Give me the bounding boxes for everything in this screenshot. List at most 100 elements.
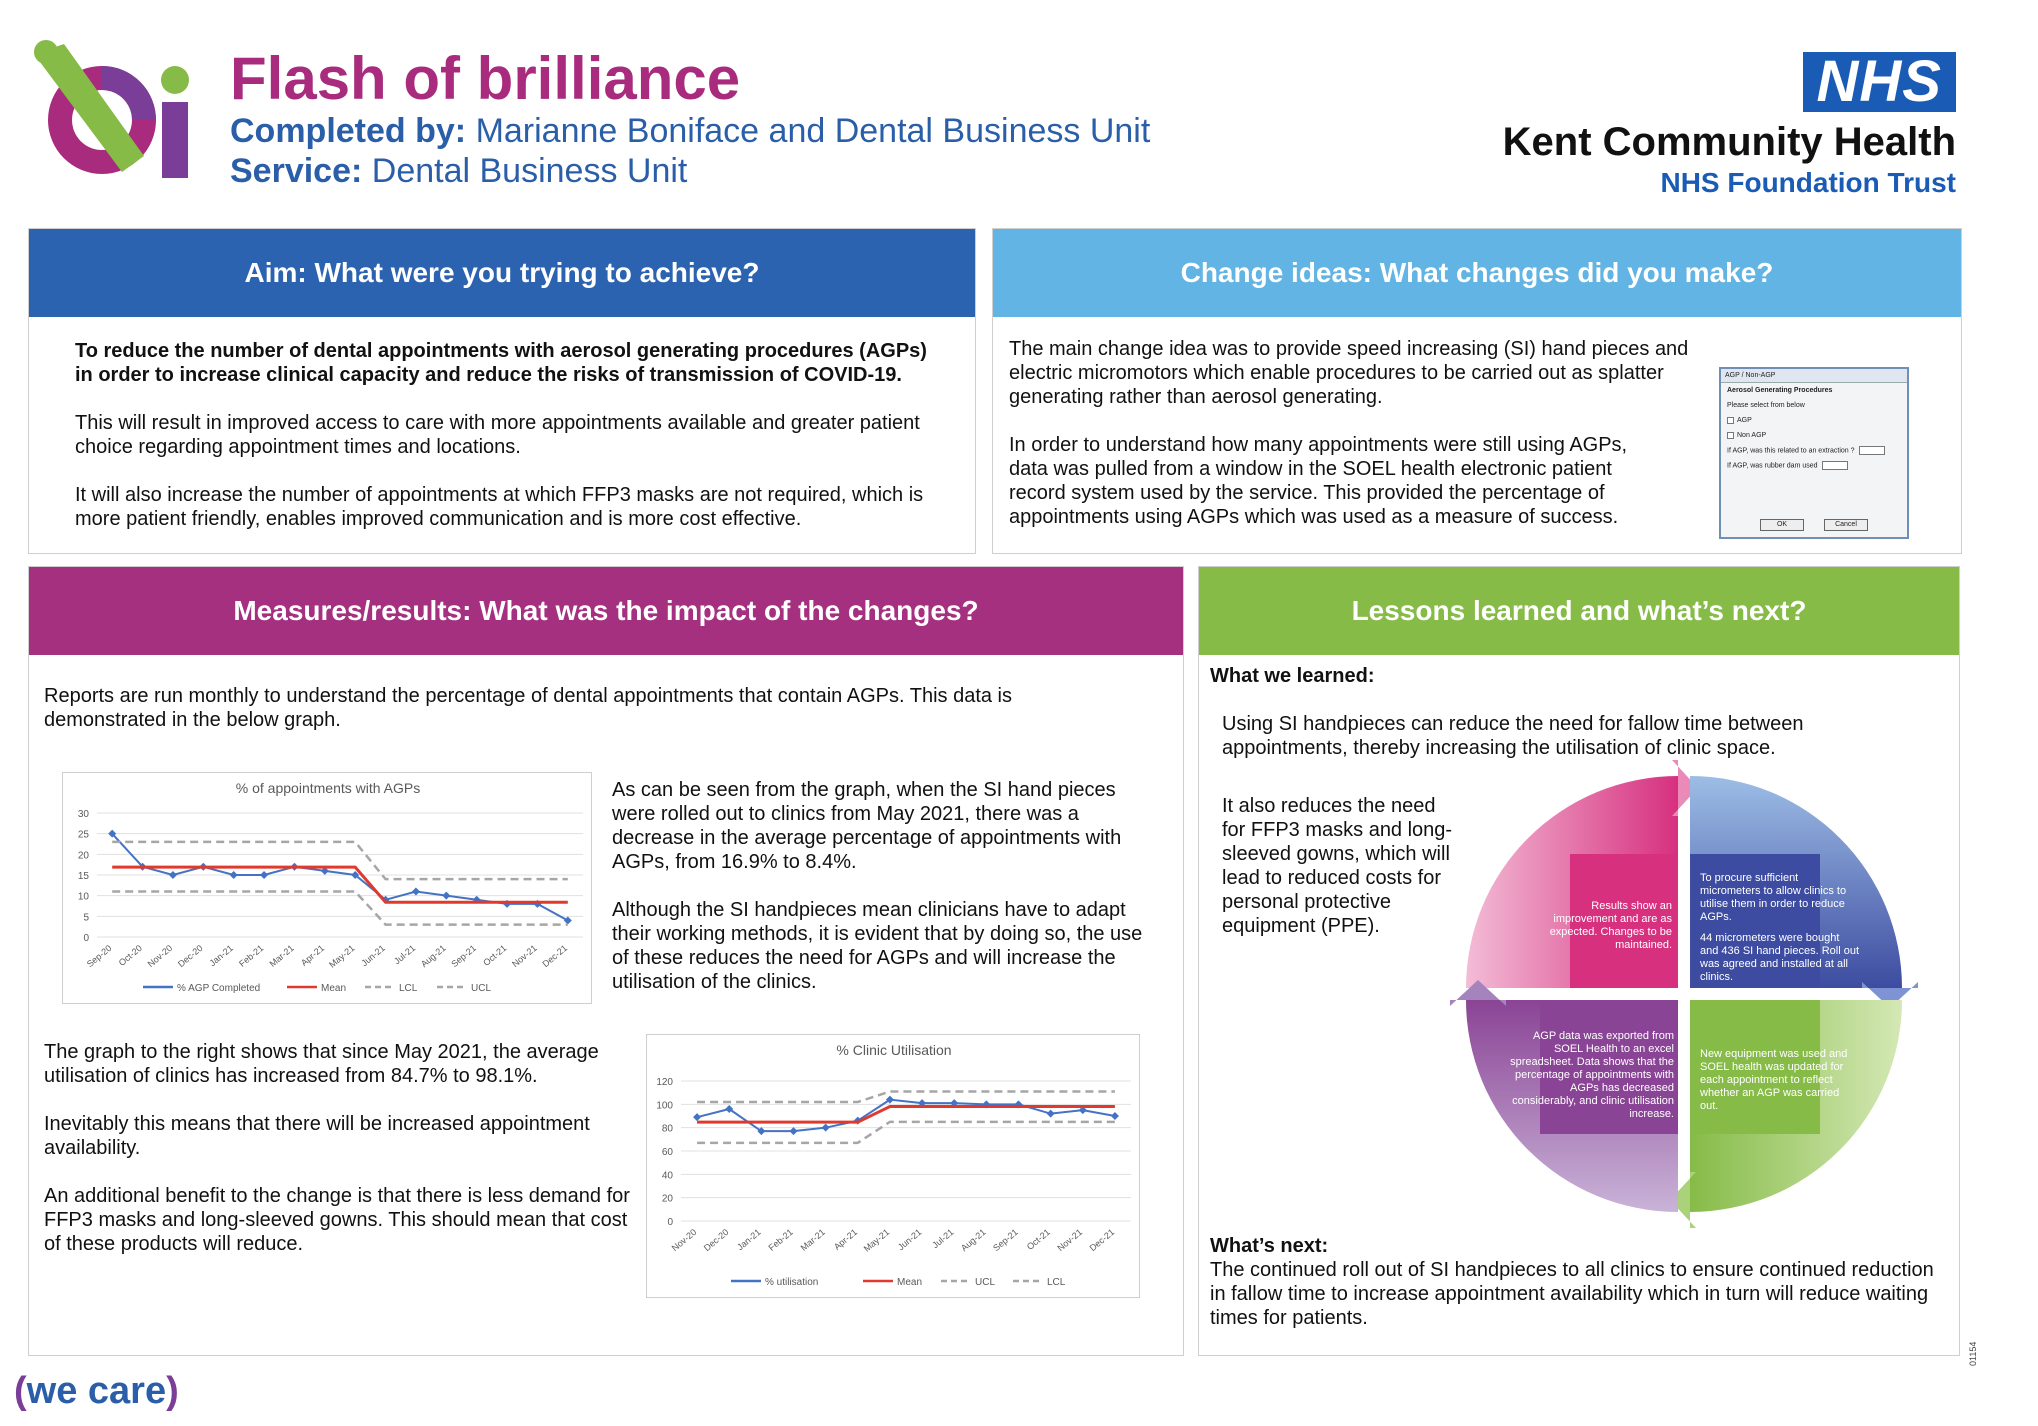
series-line-utilisation — [696, 1098, 1116, 1133]
y-tick-label: 120 — [656, 1077, 673, 1088]
service-line: Service: Dental Business Unit — [230, 152, 687, 191]
legend-label: LCL — [1047, 1277, 1066, 1288]
whats-next-paragraph: The continued roll out of SI handpieces … — [1210, 1259, 1934, 1329]
series-line-ucl — [112, 840, 568, 881]
x-tick-label: Apr-21 — [832, 1227, 859, 1252]
we-care-open-bracket: ( — [14, 1370, 27, 1412]
x-tick-label: Oct-21 — [481, 943, 508, 968]
service-value: Dental Business Unit — [371, 152, 688, 190]
dropdown-icon — [1858, 446, 1885, 455]
completed-by-label: Completed by: — [230, 112, 467, 150]
quadrant-blue-inner — [1690, 854, 1820, 988]
y-tick-label: 0 — [83, 933, 89, 944]
cancel-button: Cancel — [1824, 519, 1868, 531]
legend-label: % utilisation — [765, 1277, 818, 1288]
y-tick-label: 100 — [656, 1100, 673, 1111]
agp-option-label: AGP — [1737, 417, 1752, 424]
y-tick-label: 60 — [662, 1147, 674, 1158]
x-tick-label: Aug-21 — [419, 943, 448, 969]
x-tick-label: Nov-20 — [670, 1227, 699, 1253]
completed-by: Completed by: Marianne Boniface and Dent… — [230, 112, 1150, 151]
x-tick-label: Jun-21 — [896, 1227, 924, 1252]
x-tick-label: Feb-21 — [237, 943, 265, 969]
data-point — [821, 1123, 830, 1132]
measures-heading: Measures/results: What was the impact of… — [29, 567, 1183, 655]
x-tick-label: Sep-21 — [449, 943, 478, 969]
agp-option-non-agp: Non AGP — [1721, 428, 1907, 443]
agp-paragraph-2: Although the SI handpieces mean clinicia… — [612, 899, 1143, 993]
y-tick-label: 20 — [662, 1194, 674, 1205]
change-body: The main change idea was to provide spee… — [993, 317, 1961, 573]
data-point — [885, 1095, 894, 1104]
utilisation-paragraph-2: Inevitably this means that there will be… — [44, 1113, 590, 1159]
x-tick-label: Dec-21 — [540, 943, 569, 969]
series-line-lcl — [112, 890, 568, 926]
change-paragraph-2: In order to understand how many appointm… — [1009, 434, 1628, 528]
checkbox-icon — [1727, 416, 1734, 424]
y-tick-label: 5 — [83, 912, 89, 923]
aim-paragraph-3: It will also increase the number of appo… — [75, 484, 924, 530]
change-heading: Change ideas: What changes did you make? — [993, 229, 1961, 317]
quadrant-green-inner — [1690, 1000, 1820, 1134]
org-trust: NHS Foundation Trust — [1660, 167, 1956, 198]
cycle-text-pink: Results show an improvement and are as e… — [1549, 900, 1672, 951]
legend-label: LCL — [399, 983, 418, 994]
measures-intro: Reports are run monthly to understand th… — [44, 685, 1012, 731]
quadrant-pink-inner — [1570, 854, 1678, 988]
data-point — [725, 1105, 734, 1113]
y-tick-label: 40 — [662, 1170, 674, 1181]
data-point — [1046, 1109, 1055, 1118]
data-point — [1078, 1106, 1087, 1115]
y-tick-label: 30 — [78, 809, 90, 820]
nhs-logo: NHS Kent Community Health NHS Foundation… — [1436, 52, 1956, 199]
x-tick-label: May-21 — [327, 943, 356, 970]
legend-label: UCL — [471, 983, 491, 994]
whats-next-label: What’s next: — [1210, 1235, 1329, 1257]
x-tick-label: Apr-21 — [299, 943, 326, 968]
data-point — [108, 829, 117, 838]
quadrant-purple-inner — [1540, 1000, 1678, 1134]
data-point — [1110, 1112, 1119, 1120]
agp-chart: % of appointments with AGPs 0 5 10 15 20 25 30 S… — [62, 772, 592, 1004]
cycle-text-blue-b: 44 micrometers were bought and 436 SI ha… — [1700, 932, 1860, 983]
data-point — [168, 871, 177, 879]
aim-paragraph-2: This will result in improved access to c… — [75, 412, 920, 458]
org-name: Kent Community Health — [1502, 120, 1956, 164]
y-tick-label: 0 — [667, 1217, 673, 1228]
change-paragraph-1: The main change idea was to provide spee… — [1009, 338, 1689, 408]
x-tick-label: Dec-20 — [176, 943, 205, 969]
y-tick-label: 80 — [662, 1124, 674, 1135]
agp-question-2: If AGP, was rubber dam used — [1721, 458, 1907, 473]
we-care-logo: (we care) — [14, 1370, 179, 1413]
learned-paragraph-2: It also reduces the need for FFP3 masks … — [1222, 795, 1453, 937]
data-point — [563, 916, 572, 925]
x-tick-label: Oct-20 — [117, 943, 144, 968]
question-1-label: If AGP, was this related to an extractio… — [1727, 447, 1855, 455]
legend-label: Mean — [897, 1277, 922, 1288]
series-line-agp-completed — [111, 832, 569, 922]
series-line-mean — [112, 865, 568, 904]
cycle-text-purple: AGP data was exported from SOEL Health t… — [1510, 1030, 1674, 1120]
agp-dialog-heading: Aerosol Generating Procedures — [1727, 387, 1833, 394]
utilisation-paragraph-1: The graph to the right shows that since … — [44, 1041, 599, 1087]
x-tick-label: Nov-21 — [1055, 1227, 1084, 1253]
nhs-badge: NHS — [1802, 52, 1956, 112]
lessons-heading: Lessons learned and what’s next? — [1199, 567, 1959, 655]
x-tick-label: Oct-21 — [1025, 1227, 1052, 1252]
pdsa-cycle-diagram: Results show an improvement and are as e… — [1450, 760, 1918, 1228]
arrow-head-icon — [1862, 982, 1918, 1008]
arrow-head-icon — [1672, 760, 1698, 816]
checkbox-icon — [1727, 431, 1734, 439]
chart-title: % of appointments with AGPs — [236, 780, 420, 796]
x-tick-label: Aug-21 — [959, 1227, 988, 1253]
we-care-text: we care — [26, 1370, 167, 1412]
agp-dialog-buttons: OK Cancel — [1721, 519, 1907, 531]
x-tick-label: Jul-21 — [930, 1227, 955, 1250]
utilisation-chart: % Clinic Utilisation 0 20 40 60 80 100 120 Nov-2… — [646, 1034, 1140, 1298]
y-tick-label: 15 — [78, 871, 90, 882]
agp-dialog-prompt: Please select from below — [1727, 402, 1805, 409]
we-care-close-bracket: ) — [166, 1370, 179, 1412]
series-line-ucl — [697, 1090, 1115, 1104]
change-ideas-panel: Change ideas: What changes did you make?… — [992, 228, 1962, 554]
data-point — [411, 887, 420, 896]
